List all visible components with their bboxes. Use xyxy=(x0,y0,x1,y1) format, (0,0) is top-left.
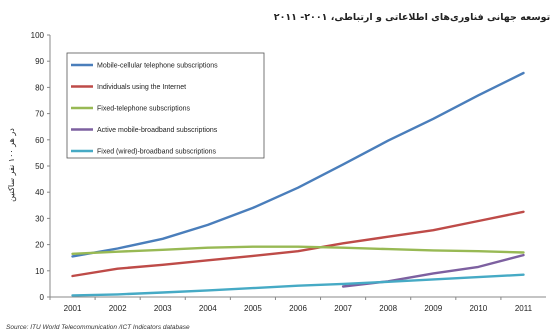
x-tick-label: 2003 xyxy=(154,304,172,313)
legend-label-1: Mobile-cellular telephone subscriptions xyxy=(97,63,218,70)
x-tick-label: 2004 xyxy=(199,304,217,313)
legend-box xyxy=(66,52,265,159)
legend-label-2: Individuals using the Internet xyxy=(97,84,186,91)
y-tick-label: 70 xyxy=(35,110,44,119)
source-note: Source: ITU World Telecommunication /ICT… xyxy=(6,324,190,331)
y-tick-label: 100 xyxy=(31,31,45,40)
series-line-2 xyxy=(71,210,525,278)
legend-label-5: Fixed (wired)-broadband subscriptions xyxy=(97,149,217,156)
y-tick-label: 10 xyxy=(35,267,44,276)
y-tick-label: 50 xyxy=(35,162,44,171)
x-tick-label: 2006 xyxy=(289,304,307,313)
x-tick-label: 2011 xyxy=(515,304,533,313)
y-axis-label: در هر ۱۰۰ نفر ساکنین xyxy=(7,128,16,202)
y-tick-label: 60 xyxy=(35,136,44,145)
legend-label-3: Fixed-telephone subscriptions xyxy=(97,106,190,113)
x-tick-label: 2008 xyxy=(379,304,397,313)
series-line-1 xyxy=(71,71,525,258)
x-tick-label: 2005 xyxy=(244,304,262,313)
y-tick-label: 20 xyxy=(35,241,44,250)
chart-title: توسعه جهانی فناوری‌های اطلاعاتی و ارتباط… xyxy=(274,12,550,23)
series-line-3 xyxy=(71,245,525,256)
x-tick-label: 2002 xyxy=(109,304,127,313)
x-tick-label: 2001 xyxy=(64,304,82,313)
y-tick-label: 0 xyxy=(40,293,45,302)
legend: Mobile-cellular telephone subscriptions I… xyxy=(66,52,265,159)
legend-label-4: Active mobile-broadband subscriptions xyxy=(97,127,218,134)
y-tick-label: 90 xyxy=(35,57,44,66)
axes: 0 10 20 30 40 50 60 70 80 90 100 2001 2002 2003 2004 20… xyxy=(31,31,546,313)
series-lines xyxy=(71,71,525,297)
x-tick-label: 2007 xyxy=(334,304,352,313)
y-tick-label: 40 xyxy=(35,188,44,197)
y-tick-label: 30 xyxy=(35,214,44,223)
x-tick-label: 2010 xyxy=(469,304,487,313)
series-line-5 xyxy=(71,273,525,297)
x-tick-label: 2009 xyxy=(424,304,442,313)
y-tick-label: 80 xyxy=(35,83,44,92)
